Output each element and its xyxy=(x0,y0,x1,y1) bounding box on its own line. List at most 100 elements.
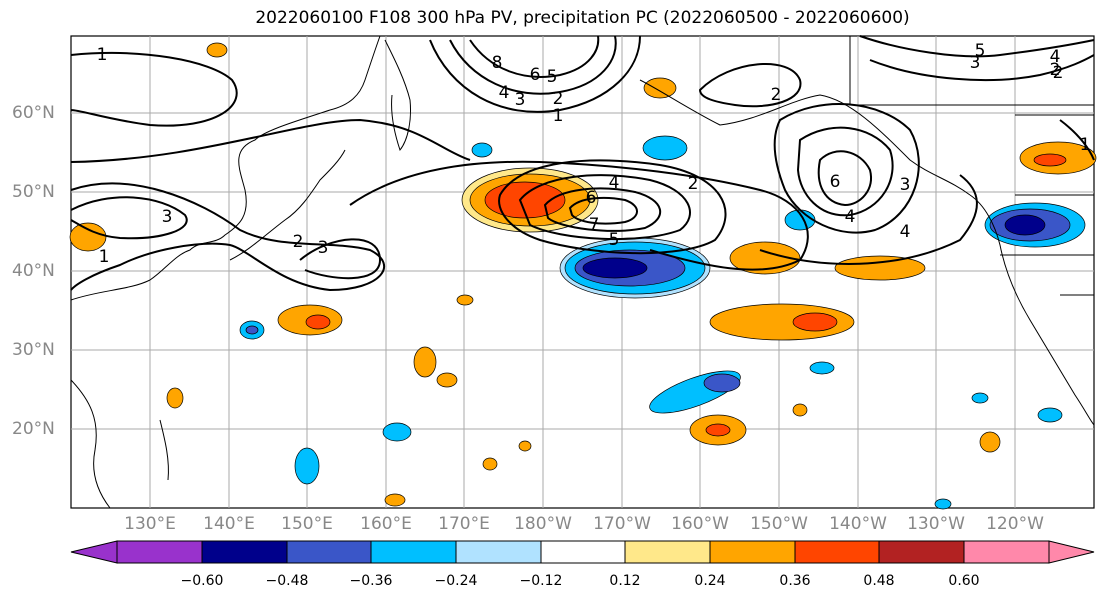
pos-anomaly xyxy=(482,457,498,471)
pv-contour xyxy=(518,174,691,241)
colorbar-segment xyxy=(201,540,288,564)
contour-label: 1 xyxy=(553,106,564,126)
pv-contour xyxy=(498,159,727,255)
contour-labels: 1 8 6 5 4 3 2 1 2 5 4 3 2 3 2 1 6 4 5 7 … xyxy=(97,41,1091,267)
pv-contour xyxy=(349,160,809,271)
lon-label: 150°W xyxy=(750,514,808,534)
contour-label: 3 xyxy=(900,175,911,195)
contour-label: 2 xyxy=(688,174,699,194)
colorbar-tick: −0.36 xyxy=(349,573,393,589)
contour-label: 2 xyxy=(771,85,782,105)
pv-contour xyxy=(796,126,894,217)
pv-contours xyxy=(70,35,1095,292)
pv-contour xyxy=(429,35,641,113)
contour-label: 2 xyxy=(293,232,304,252)
colorbar-segment xyxy=(878,540,965,564)
map-title: 2022060100 F108 300 hPa PV, precipitatio… xyxy=(255,8,910,28)
pv-contour xyxy=(773,103,920,234)
contour-label: 1 xyxy=(1080,135,1091,155)
pos-anomaly xyxy=(305,314,331,330)
neg-anomaly xyxy=(1004,214,1046,236)
pos-anomaly xyxy=(705,423,731,437)
lat-label-60n: 60°N xyxy=(12,103,55,123)
colorbar-tick: 0.24 xyxy=(694,573,726,589)
contour-label: 2 xyxy=(1053,63,1064,83)
pv-contour xyxy=(449,35,617,95)
lon-label: 140°E xyxy=(203,514,255,534)
coastlines xyxy=(70,35,1095,509)
coast-china xyxy=(70,379,111,509)
pos-anomaly xyxy=(792,312,838,332)
pos-anomaly xyxy=(436,372,458,388)
colorbar-tick: 0.12 xyxy=(609,573,641,589)
pv-contour xyxy=(817,150,872,207)
pos-anomaly xyxy=(1033,153,1067,167)
coast-japan xyxy=(229,149,346,261)
colorbar-segment xyxy=(540,540,626,564)
precip-negative xyxy=(239,135,1086,510)
pv-contour xyxy=(469,35,600,78)
colorbar-segment xyxy=(370,540,457,564)
contour-label: 5 xyxy=(547,67,558,87)
contour-label: 6 xyxy=(830,172,841,192)
contour-label: 3 xyxy=(970,53,981,73)
lon-label: 170°W xyxy=(593,514,651,534)
pv-contour xyxy=(1059,119,1095,161)
pos-anomaly xyxy=(166,387,184,409)
lon-label: 170°E xyxy=(438,514,490,534)
colorbar-tick: −0.60 xyxy=(180,573,224,589)
neg-anomaly xyxy=(294,447,320,485)
contour-label: 2 xyxy=(553,89,564,109)
pv-contour xyxy=(70,196,188,240)
contour-label: 4 xyxy=(499,83,510,103)
pv-contour xyxy=(859,35,1095,58)
colorbar-tick: −0.24 xyxy=(434,573,478,589)
lon-label: 140°W xyxy=(829,514,887,534)
colorbar-tick: −0.12 xyxy=(519,573,563,589)
lat-label-40n: 40°N xyxy=(12,261,55,281)
colorbar-segment xyxy=(624,540,711,564)
contour-label: 4 xyxy=(609,173,620,193)
colorbar-segment xyxy=(286,540,372,564)
pos-anomaly xyxy=(834,255,926,281)
contour-label: 6 xyxy=(530,65,541,85)
neg-anomaly xyxy=(809,361,835,375)
pv-contour xyxy=(568,196,638,225)
state-borders xyxy=(849,36,1094,296)
neg-anomaly xyxy=(642,135,688,161)
neg-anomaly xyxy=(703,373,741,393)
contour-label: 4 xyxy=(900,222,911,242)
lon-label: 150°E xyxy=(281,514,333,534)
contour-label: 7 xyxy=(589,215,600,235)
contour-label: 4 xyxy=(1050,47,1061,67)
pos-anomaly xyxy=(413,346,437,378)
colorbar-tick: 0.36 xyxy=(779,573,811,589)
lat-label-50n: 50°N xyxy=(12,182,55,202)
colorbar-tick: 0.60 xyxy=(948,573,980,589)
contour-label: 4 xyxy=(845,207,856,227)
contour-label: 3 xyxy=(318,238,329,258)
coast-alaska xyxy=(639,79,971,196)
pos-anomaly xyxy=(69,222,107,252)
pos-anomaly xyxy=(384,493,406,507)
contour-label: 1 xyxy=(97,45,108,65)
colorbar-tick: 0.48 xyxy=(863,573,895,589)
pos-anomaly xyxy=(456,294,474,306)
neg-anomaly xyxy=(934,498,952,510)
lon-label: 160°W xyxy=(671,514,729,534)
contour-label: 3 xyxy=(515,90,526,110)
pv-contour xyxy=(698,63,802,108)
colorbar-segment xyxy=(794,540,880,564)
neg-anomaly xyxy=(245,325,259,335)
contour-label: 5 xyxy=(609,230,620,250)
colorbar-tick: −0.48 xyxy=(265,573,309,589)
pv-contour xyxy=(299,238,382,280)
coast-asia xyxy=(70,35,381,301)
colorbar-extend-low xyxy=(70,540,118,564)
contour-label: 2 xyxy=(1050,60,1061,80)
neg-anomaly xyxy=(471,142,493,158)
pos-anomaly xyxy=(518,440,532,452)
coast-na-west xyxy=(969,194,1095,426)
lat-label-30n: 30°N xyxy=(12,340,55,360)
contour-label: 6 xyxy=(586,188,597,208)
